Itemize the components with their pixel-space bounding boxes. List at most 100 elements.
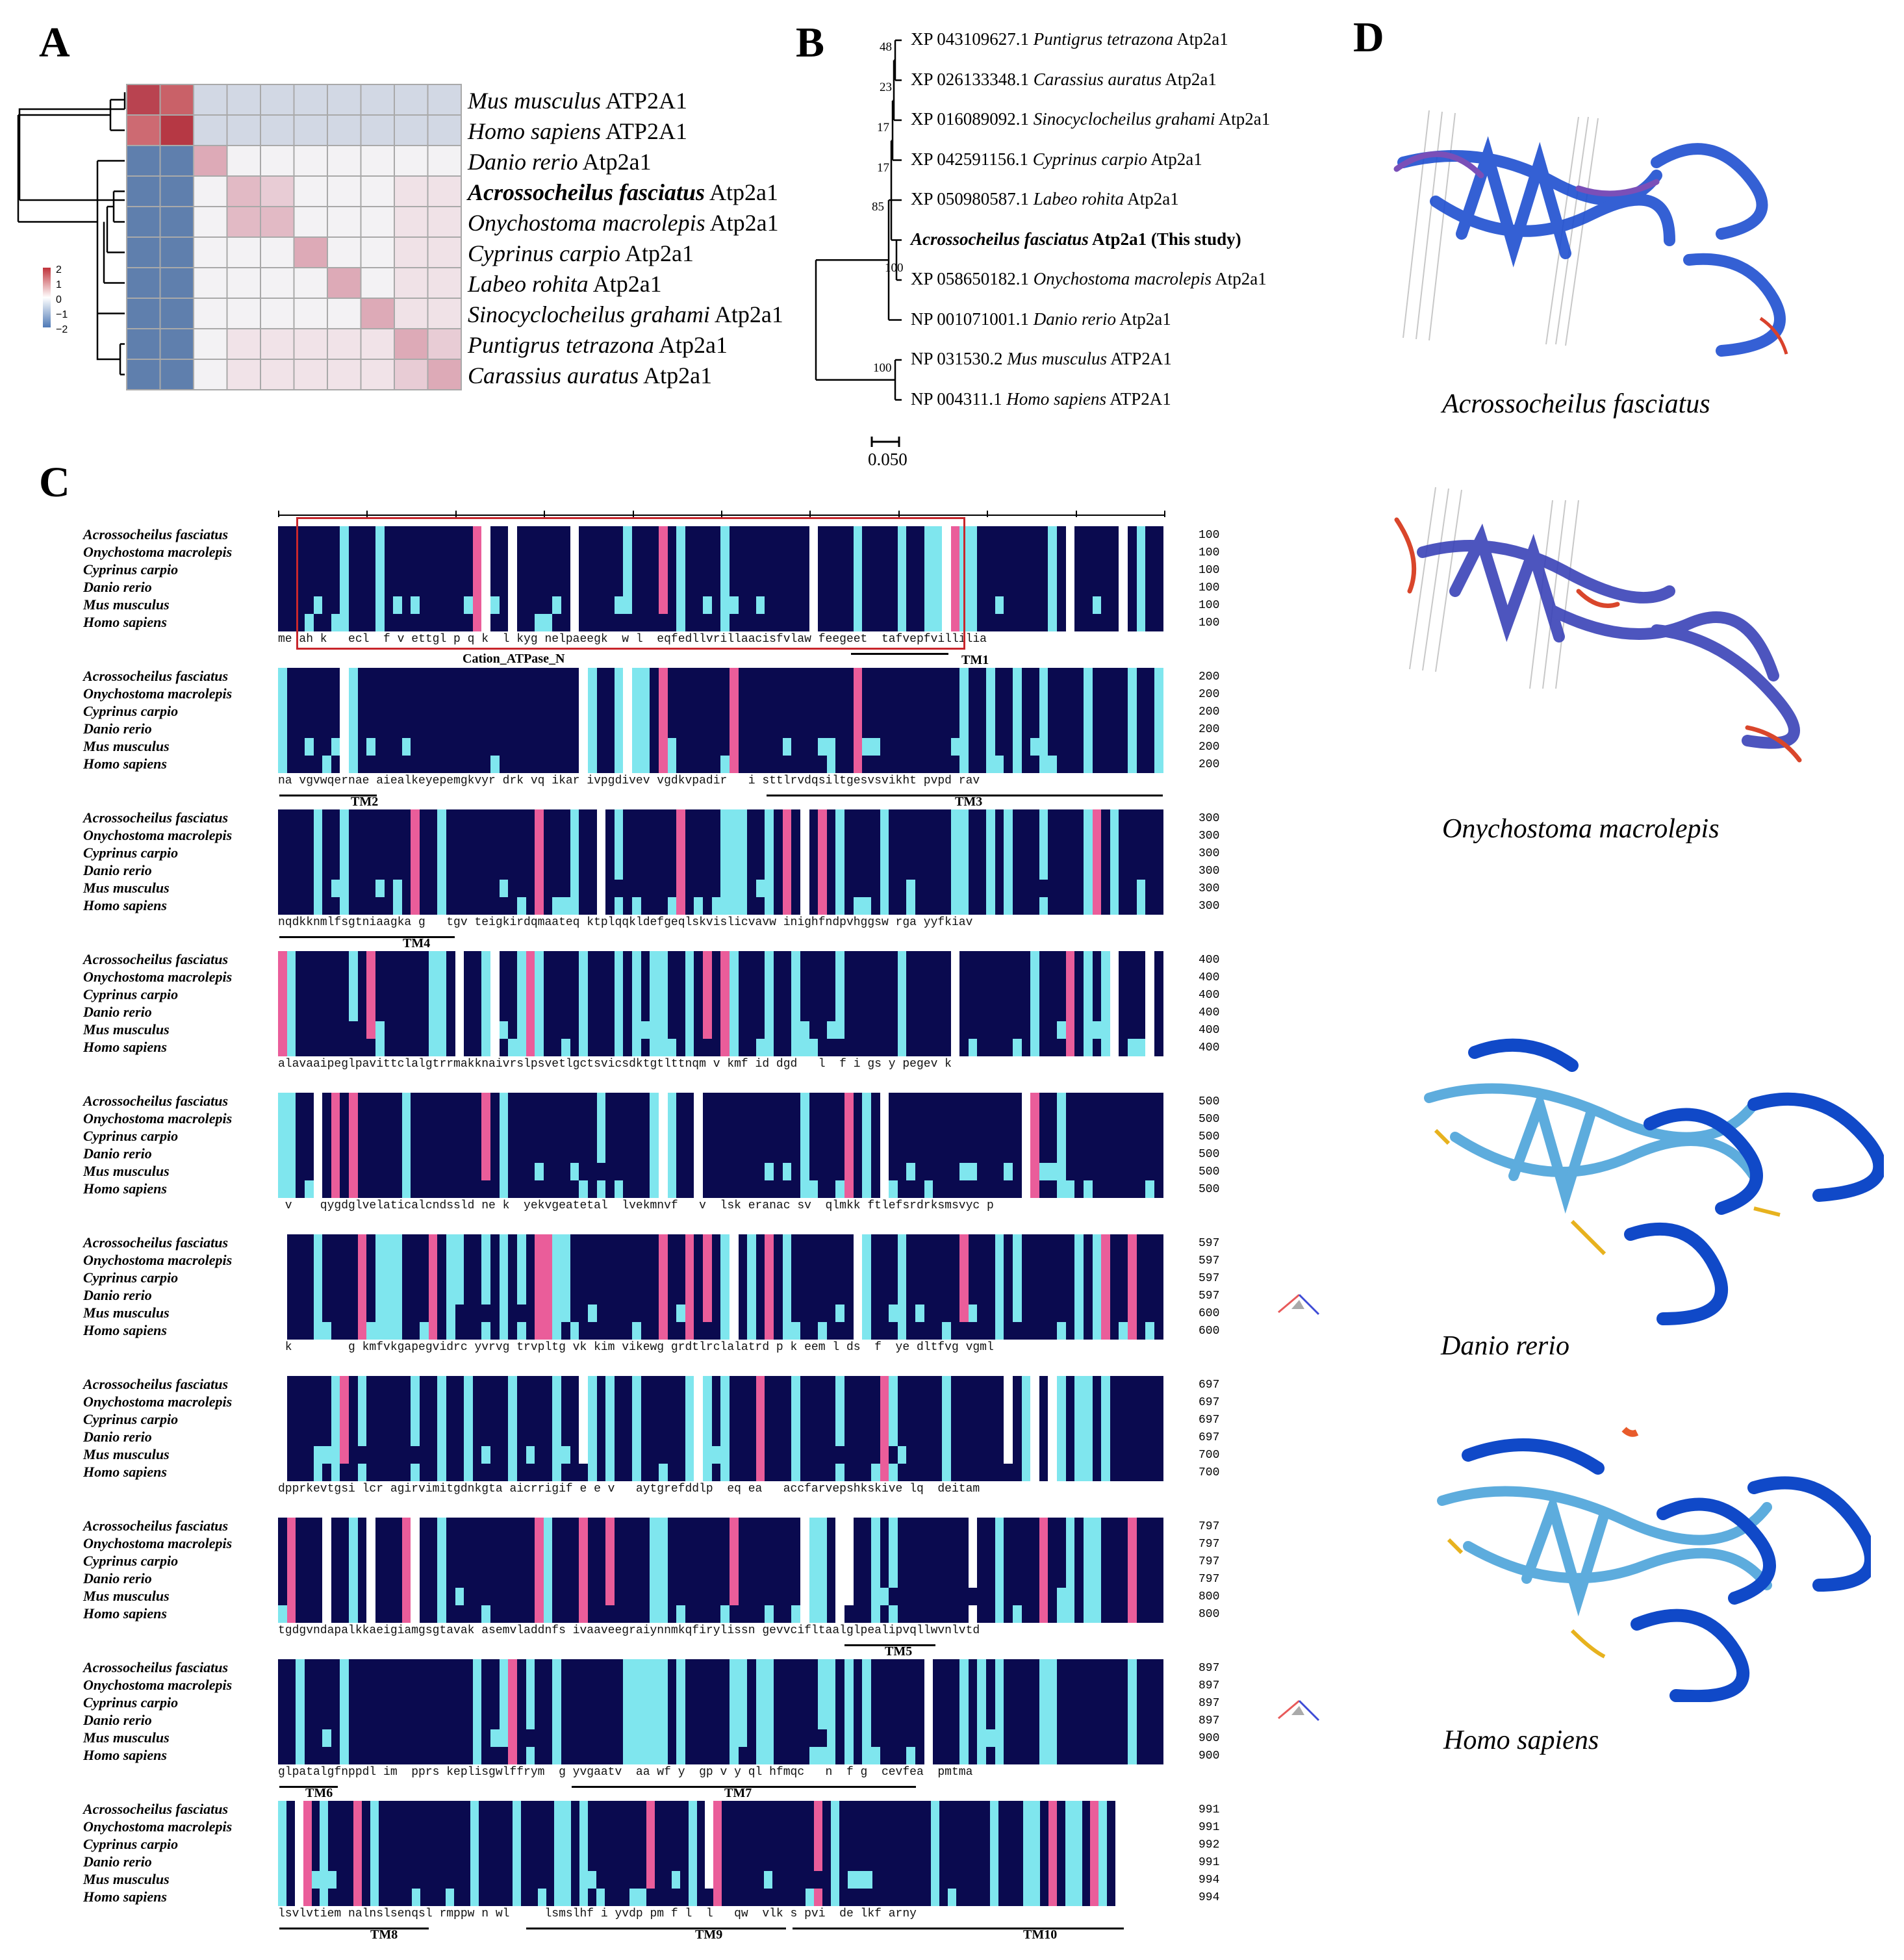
alignment-row: [278, 1446, 1163, 1464]
species-name: Sinocyclocheilus grahami: [1033, 109, 1215, 129]
tree-leaf-label: XP 058650182.1 Onychostoma macrolepis At…: [911, 269, 1267, 289]
heatmap-row-label: Cyprinus carpio Atp2a1: [468, 240, 694, 267]
heatmap-cell: [226, 298, 261, 329]
accession: NP 031530.2: [911, 349, 1008, 368]
heatmap-cell: [360, 114, 395, 146]
heatmap-cell: [293, 359, 328, 390]
alignment-species-label: Danio rerio: [83, 579, 152, 595]
gene-name: Atp2a1: [1161, 69, 1217, 89]
alignment-position: 994: [1199, 1874, 1220, 1887]
alignment-position: 200: [1199, 670, 1220, 683]
heatmap-row-label: Carassius auratus Atp2a1: [468, 362, 712, 389]
alignment-row: [278, 1694, 1163, 1712]
heatmap-cell: [126, 267, 161, 299]
alignment-species-label: Acrossocheilus fasciatus: [83, 1376, 229, 1392]
tree-leaf-label: XP 016089092.1 Sinocyclocheilus grahami …: [911, 109, 1270, 129]
heatmap-cell: [193, 359, 228, 390]
alignment-position: 900: [1199, 1750, 1220, 1763]
alignment-species-label: Mus musculus: [83, 1305, 170, 1321]
alignment-species-label: Cyprinus carpio: [83, 1694, 179, 1711]
gene-name: Atp2a1: [578, 149, 652, 175]
alignment-species-label: Onychostoma macrolepis: [83, 969, 233, 985]
species-name: Cyprinus carpio: [468, 240, 621, 266]
panel-letter-b: B: [796, 19, 825, 66]
alignment-row: [278, 1039, 1163, 1056]
alignment-species-label: Mus musculus: [83, 1021, 170, 1037]
tm-label: TM3: [955, 795, 983, 809]
ruler-tick: [455, 511, 457, 517]
alignment-species-label: Mus musculus: [83, 1588, 170, 1604]
species-name: Mus musculus: [468, 88, 601, 114]
heatmap-cell: [427, 206, 462, 238]
heatmap-cell: [427, 298, 462, 329]
structure-label: Homo sapiens: [1443, 1725, 1599, 1755]
heatmap-row-label: Onychostoma macrolepis Atp2a1: [468, 209, 779, 236]
heatmap-cell: [193, 328, 228, 360]
alignment-row: [278, 1252, 1163, 1269]
species-name: Cyprinus carpio: [1032, 149, 1148, 169]
alignment-position: 400: [1199, 1024, 1220, 1037]
heatmap-cell: [360, 206, 395, 238]
axes-glyph-icon: [1278, 1293, 1320, 1316]
heatmap-cell: [427, 145, 462, 177]
heatmap-cell: [126, 84, 161, 116]
alignment-position: 400: [1199, 989, 1220, 1002]
alignment-species-label: Onychostoma macrolepis: [83, 544, 233, 560]
heatmap-cell: [126, 145, 161, 177]
alignment-position: 300: [1199, 900, 1220, 913]
species-name: Acrossocheilus fasciatus: [911, 229, 1089, 249]
tm-label: TM2: [351, 795, 379, 809]
gene-name: Atp2a1: [1124, 189, 1179, 209]
heatmap-cell: [193, 175, 228, 207]
alignment-species-label: Danio rerio: [83, 1853, 152, 1870]
species-name: Puntigrus tetrazona: [1033, 29, 1174, 49]
heatmap-cell: [293, 298, 328, 329]
alignment-row: [278, 1605, 1163, 1623]
alignment-position: 992: [1199, 1839, 1220, 1852]
heatmap-cell: [260, 206, 295, 238]
alignment-row: [278, 1518, 1163, 1535]
alignment-position: 400: [1199, 954, 1220, 967]
alignment-row: [278, 1729, 1163, 1747]
heatmap-cell: [260, 359, 295, 390]
heatmap-cell: [360, 359, 395, 390]
tree-leaf-label: NP 004311.1 Homo sapiens ATP2A1: [911, 389, 1171, 409]
species-name: Labeo rohita: [1033, 189, 1124, 209]
ruler-tick: [278, 511, 279, 517]
ruler-tick: [987, 511, 989, 517]
alignment-row: [278, 1677, 1163, 1694]
heatmap-cell: [360, 267, 395, 299]
alignment-row: [278, 880, 1163, 897]
legend-tick: −1: [56, 309, 68, 320]
alignment-row: [278, 1588, 1163, 1605]
heatmap-cell: [427, 84, 462, 116]
gene-name: Atp2a1: [1215, 109, 1271, 129]
alignment-position: 200: [1199, 741, 1220, 754]
alignment-row: [278, 1394, 1163, 1411]
species-name: Onychostoma macrolepis: [468, 210, 705, 236]
alignment-species-label: Homo sapiens: [83, 1322, 167, 1338]
alignment-species-label: Onychostoma macrolepis: [83, 1252, 233, 1268]
tree-leaf-label: XP 043109627.1 Puntigrus tetrazona Atp2a…: [911, 29, 1228, 49]
alignment-species-label: Danio rerio: [83, 1287, 152, 1303]
heatmap-cell: [126, 114, 161, 146]
alignment-species-label: Acrossocheilus fasciatus: [83, 1093, 229, 1109]
heatmap-cell: [360, 328, 395, 360]
heatmap-cell: [327, 359, 362, 390]
alignment-species-label: Acrossocheilus fasciatus: [83, 1234, 229, 1251]
heatmap-cell: [193, 206, 228, 238]
alignment-row: [278, 1180, 1163, 1198]
bootstrap-value: 85: [872, 200, 884, 214]
species-name: Acrossocheilus fasciatus: [468, 179, 705, 205]
alignment-position: 597: [1199, 1272, 1220, 1285]
alignment-row: [278, 561, 1163, 579]
ruler-tick: [632, 511, 634, 517]
species-name: Labeo rohita: [468, 271, 589, 297]
scale-bar: [870, 437, 900, 447]
alignment-species-label: Onychostoma macrolepis: [83, 827, 233, 843]
bootstrap-value: 100: [885, 261, 904, 275]
consensus-sequence: alavaaipeglpavittclalgtrrmakknaivrslpsve…: [278, 1058, 952, 1071]
accession: NP 001071001.1: [911, 309, 1034, 329]
heatmap-cell: [226, 114, 261, 146]
heatmap-cell: [394, 267, 429, 299]
